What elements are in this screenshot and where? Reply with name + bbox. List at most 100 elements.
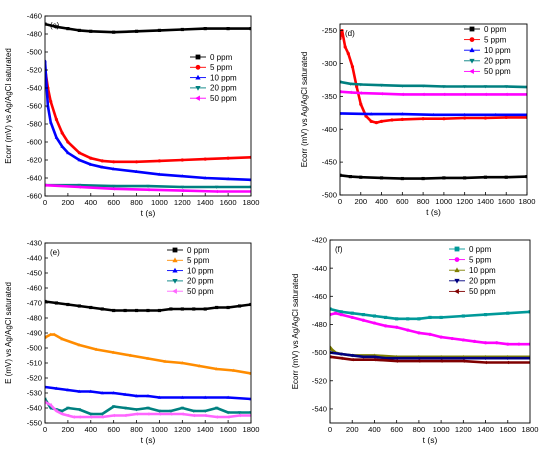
data-point	[111, 413, 115, 418]
x-tick-label: 1800	[243, 198, 260, 207]
data-point	[237, 304, 242, 308]
legend-marker	[469, 47, 475, 53]
data-point	[333, 311, 338, 315]
data-point	[417, 331, 421, 335]
y-tick-label: -450	[322, 158, 337, 167]
legend-marker	[172, 278, 178, 284]
data-point	[379, 91, 383, 96]
data-point	[180, 188, 184, 193]
x-tick-label: 400	[84, 425, 97, 434]
legend-item-5: 50 ppm	[464, 67, 511, 76]
legend-marker	[454, 288, 459, 295]
data-point	[89, 389, 93, 393]
data-point	[134, 160, 139, 164]
data-point	[48, 403, 53, 407]
data-point	[483, 356, 488, 361]
x-tick-label: 200	[346, 425, 359, 434]
legend-item-3: 10 ppm	[449, 266, 496, 275]
data-point	[483, 360, 487, 365]
data-point	[237, 413, 241, 418]
x-tick-label: 200	[62, 425, 75, 434]
data-point	[525, 93, 527, 96]
data-point	[506, 342, 510, 346]
y-axis-title: Ecorr (mV) vs Ag/AgCl saturated	[291, 274, 300, 390]
x-tick-label: 800	[130, 198, 143, 207]
data-point	[483, 92, 487, 97]
data-point	[100, 165, 104, 169]
legend-marker	[469, 58, 475, 64]
data-point	[346, 51, 350, 56]
legend-marker	[195, 74, 201, 80]
x-tick-label: 0	[328, 425, 332, 434]
data-point	[463, 176, 467, 180]
data-point	[100, 159, 104, 163]
x-tick-label: 1600	[499, 425, 516, 434]
data-point	[134, 394, 139, 398]
y-tick-label: -540	[27, 404, 42, 413]
data-point	[214, 367, 219, 371]
data-point	[214, 415, 218, 419]
data-point	[77, 183, 82, 188]
data-point	[374, 121, 378, 125]
data-point	[129, 353, 133, 357]
data-point	[343, 45, 347, 49]
chart-panel-4: 0 200 400 600 800 1000 1200 1400 1600 1800 -540 -52…	[291, 236, 538, 445]
data-point	[77, 158, 82, 162]
data-point	[168, 412, 173, 416]
plot-frame	[44, 15, 252, 197]
data-point	[180, 174, 185, 178]
data-point	[226, 415, 230, 419]
legend-marker	[172, 267, 178, 273]
legend-label: 5 ppm	[210, 63, 233, 72]
data-point	[350, 315, 354, 320]
data-point	[226, 176, 230, 181]
data-point	[421, 84, 425, 88]
series-line-2	[45, 333, 251, 375]
data-point	[123, 406, 127, 410]
legend-label: 20 ppm	[484, 57, 511, 66]
series-points-5	[330, 355, 530, 365]
data-point	[54, 135, 59, 139]
data-point	[339, 310, 343, 314]
data-point	[463, 116, 467, 120]
data-point	[417, 317, 421, 321]
data-point	[421, 92, 425, 97]
x-tick-label: 400	[375, 197, 388, 206]
data-point	[203, 27, 207, 31]
legend-label: 0 ppm	[187, 246, 210, 255]
legend-item-2: 5 ppm	[167, 256, 210, 265]
x-tick-label: 1800	[243, 425, 260, 434]
x-tick-label: 1800	[519, 197, 536, 206]
data-point	[461, 356, 466, 361]
data-point	[483, 116, 488, 120]
data-point	[226, 305, 230, 310]
x-tick-label: 1400	[197, 198, 214, 207]
data-point	[472, 339, 477, 343]
x-tick-label: 600	[107, 198, 120, 207]
data-point	[359, 102, 363, 106]
data-point	[77, 343, 82, 347]
x-tick-label: 1000	[433, 425, 450, 434]
y-tick-label: -430	[27, 239, 42, 248]
data-point	[94, 347, 99, 351]
x-tick-label: 400	[84, 198, 97, 207]
legend-item-1: 0 ppm	[464, 25, 507, 34]
y-tick-label: -470	[27, 299, 42, 308]
legend-marker	[454, 246, 460, 252]
data-point	[134, 308, 139, 313]
data-point	[237, 411, 242, 415]
data-point	[54, 25, 59, 29]
data-point	[214, 189, 218, 194]
data-point	[54, 117, 59, 122]
data-point	[439, 356, 443, 361]
data-point	[226, 27, 230, 31]
data-point	[60, 131, 64, 135]
x-tick-label: 0	[338, 197, 342, 206]
y-tick-label: -300	[322, 59, 337, 68]
y-tick-label: -420	[312, 236, 327, 245]
y-tick-label: -520	[312, 376, 327, 385]
data-point	[442, 117, 446, 121]
data-point	[100, 307, 104, 311]
x-tick-label: 1200	[455, 425, 472, 434]
panel-label: (f)	[335, 245, 343, 254]
